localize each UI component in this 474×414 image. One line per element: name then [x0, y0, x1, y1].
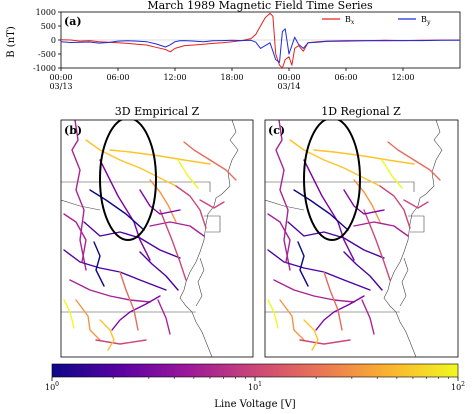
transmission-line [267, 213, 291, 263]
map-c-frame [264, 119, 459, 358]
transmission-line [183, 141, 237, 181]
transmission-line [177, 159, 199, 189]
map-b [61, 120, 239, 357]
legend-bx-label: Bx [345, 15, 355, 26]
panel-a-ylabel: B (nT) [6, 26, 17, 58]
transmission-line [315, 295, 365, 331]
transmission-line [287, 221, 385, 259]
transmission-line [303, 319, 319, 351]
y-tick-label: 500 [41, 22, 56, 31]
transmission-line [119, 271, 139, 331]
transmission-line [99, 159, 151, 261]
x-tick-date-label: 03/14 [277, 82, 300, 91]
panel-a-series [61, 12, 460, 68]
legend: Bx By [322, 15, 431, 26]
x-tick-label: 12:00 [163, 73, 186, 82]
y-tick-label: 0 [51, 36, 56, 45]
transmission-line [63, 213, 87, 263]
map-b-coastline [61, 120, 239, 357]
transmission-line [95, 339, 147, 345]
transmission-line [293, 189, 349, 231]
transmission-line [275, 120, 291, 271]
transmission-line [159, 209, 187, 281]
transmission-line [403, 199, 429, 209]
transmission-line [387, 141, 441, 181]
y-tick-label: -1000 [33, 64, 56, 73]
panel-b-title: 3D Empirical Z [115, 105, 200, 118]
panel-a-y-ticks: 1000 500 0 -500 -1000 [33, 8, 61, 73]
map-b-highlight-ellipse [99, 120, 157, 241]
panel-b-label: (b) [64, 124, 82, 137]
transmission-line [279, 299, 305, 341]
transmission-line [85, 139, 177, 187]
transmission-line [297, 241, 309, 287]
transmission-line [63, 249, 167, 291]
colorbar-ticks: 100 101 102 [45, 377, 465, 392]
transmission-line [63, 299, 75, 329]
transmission-line [343, 189, 385, 215]
transmission-line [157, 299, 171, 335]
transmission-line [109, 149, 211, 165]
x-tick-date-label: 03/13 [49, 82, 72, 91]
transmission-line [273, 279, 355, 303]
y-tick-label: 1000 [36, 8, 56, 17]
map-b-frame [60, 119, 254, 358]
transmission-line [149, 221, 205, 237]
colorbar-label: Line Voltage [V] [214, 399, 296, 410]
x-tick-label: 00:00 [277, 73, 300, 82]
transmission-line [343, 251, 383, 291]
transmission-line [83, 221, 181, 259]
colorbar [51, 363, 459, 378]
panel-a-title: March 1989 Magnetic Field Time Series [147, 0, 373, 12]
transmission-line [69, 279, 151, 303]
panel-a-label: (a) [64, 15, 82, 28]
panel-c-label: (c) [268, 124, 285, 137]
transmission-line [199, 199, 225, 209]
transmission-line [289, 139, 381, 187]
series-line-by [61, 28, 460, 63]
x-tick-label: 18:00 [220, 73, 243, 82]
transmission-line [363, 209, 391, 281]
transmission-line [381, 159, 403, 189]
colorbar-tick-label: 101 [248, 381, 262, 392]
transmission-line [353, 221, 409, 237]
transmission-line [361, 299, 375, 335]
transmission-line [111, 295, 161, 331]
transmission-line [175, 185, 207, 229]
transmission-line [267, 299, 279, 329]
transmission-line [267, 249, 371, 291]
map-b-transmission-lines [63, 120, 237, 351]
transmission-line [99, 319, 115, 351]
transmission-line [75, 299, 101, 341]
legend-by-label: By [421, 15, 431, 26]
transmission-line [139, 189, 181, 215]
transmission-line [139, 251, 179, 291]
transmission-line [299, 339, 351, 345]
transmission-line [89, 189, 145, 231]
colorbar-tick-label: 100 [45, 381, 59, 392]
transmission-line [93, 241, 105, 287]
panel-c-title: 1D Regional Z [321, 105, 401, 118]
transmission-line [71, 120, 87, 271]
map-c-transmission-lines [267, 120, 441, 351]
transmission-line [313, 149, 415, 165]
x-tick-label: 00:00 [49, 73, 72, 82]
y-tick-label: -500 [38, 50, 56, 59]
transmission-line [323, 271, 343, 331]
transmission-line [379, 185, 411, 229]
map-c-coastline [265, 120, 443, 357]
map-c-highlight-ellipse [303, 120, 361, 241]
colorbar-tick-label: 102 [451, 381, 465, 392]
x-tick-label: 06:00 [106, 73, 129, 82]
transmission-line [303, 159, 355, 261]
x-tick-label: 12:00 [391, 73, 414, 82]
x-tick-label: 06:00 [334, 73, 357, 82]
map-c [265, 120, 443, 357]
